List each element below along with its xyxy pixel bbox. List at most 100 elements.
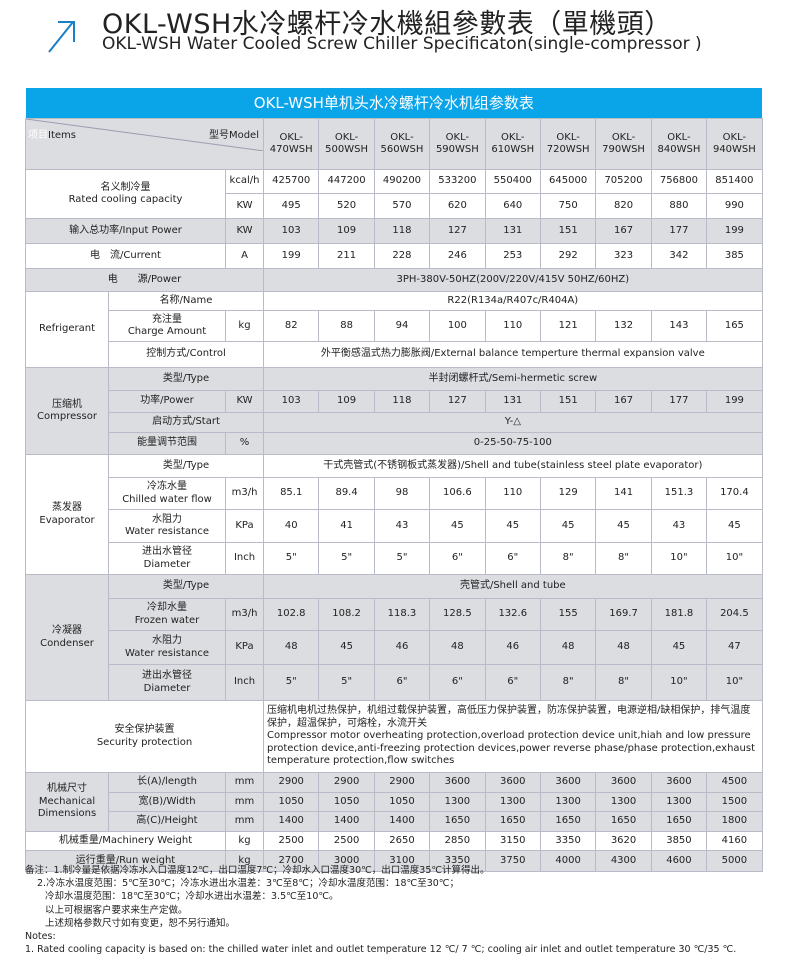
evap-resistance-cell: 40 — [262, 509, 320, 543]
unit: A — [225, 243, 264, 269]
charge-amount-cell: 94 — [373, 310, 431, 342]
cond-flow-cell: 102.8 — [262, 598, 320, 631]
current-cell: 228 — [373, 243, 431, 269]
charge-amount-cell: 165 — [706, 310, 763, 342]
diagonal-line — [26, 119, 263, 151]
unit: kg — [225, 850, 264, 872]
unit: % — [225, 432, 264, 455]
cond-resistance-cell: 48 — [429, 630, 486, 665]
unit: mm — [225, 811, 264, 832]
row-label: 运行重量/Run weight — [25, 850, 226, 872]
charge-amount-cell: 132 — [595, 310, 652, 342]
unit: KPa — [225, 509, 264, 543]
width-cell: 1300 — [650, 792, 708, 812]
evap-diameter-cell: 6" — [484, 542, 541, 575]
row-label: 能量调节范围 — [108, 432, 226, 455]
evap-diameter-cell: 10" — [706, 542, 763, 575]
unit: Inch — [225, 664, 264, 701]
charge-amount-cell: 121 — [539, 310, 597, 342]
input-power-cell: 109 — [318, 218, 375, 244]
cooling-kcal-cell: 447200 — [318, 169, 375, 194]
width-cell: 1050 — [318, 792, 375, 812]
evap-resistance-cell: 45 — [539, 509, 597, 543]
input-power-cell: 118 — [373, 218, 431, 244]
run-weight-cell: 3750 — [484, 850, 541, 872]
run-weight-cell: 5000 — [706, 850, 763, 872]
table-title: OKL-WSH单机头水冷螺杆冷水机组参数表 — [25, 88, 763, 119]
condenser-type: 壳管式/Shell and tube — [263, 574, 763, 599]
cond-diameter-cell: 5" — [318, 664, 375, 701]
evap-flow-cell: 85.1 — [262, 477, 320, 510]
group-label: 机械尺寸 Mechanical Dimensions — [25, 772, 109, 832]
row-label: 水阻力 Water resistance — [108, 630, 226, 665]
cooling-kcal-cell: 756800 — [650, 169, 708, 194]
cond-resistance-cell: 48 — [595, 630, 652, 665]
cooling-kw-cell: 990 — [706, 193, 763, 219]
evaporator-type: 干式壳管式(不锈钢板式蒸发器)/Shell and tube(stainless… — [263, 454, 763, 478]
compressor-power-cell: 177 — [650, 390, 708, 413]
cond-resistance-cell: 45 — [318, 630, 375, 665]
cond-flow-cell: 108.2 — [318, 598, 375, 631]
row-label: 充注量 Charge Amount — [108, 310, 226, 342]
cond-diameter-cell: 6" — [429, 664, 486, 701]
cooling-kcal-cell: 705200 — [595, 169, 652, 194]
row-label: 类型/Type — [108, 574, 264, 599]
charge-amount-cell: 82 — [262, 310, 320, 342]
input-power-cell: 167 — [595, 218, 652, 244]
note-line: 冷却水温度范围：18℃至30℃；冷却水进出水温差：3.5℃至10℃。 — [45, 891, 339, 903]
height-cell: 1650 — [595, 811, 652, 832]
length-cell: 3600 — [429, 772, 486, 793]
run-weight-cell: 4300 — [595, 850, 652, 872]
cond-diameter-cell: 5" — [262, 664, 320, 701]
machinery-weight-cell: 3850 — [650, 831, 708, 851]
machinery-weight-cell: 2650 — [373, 831, 431, 851]
unit: kg — [225, 831, 264, 851]
current-cell: 211 — [318, 243, 375, 269]
group-label: 蒸发器 Evaporator — [25, 454, 109, 575]
length-cell: 3600 — [650, 772, 708, 793]
model-header-cell: OKL- 790WSH — [595, 118, 652, 170]
evap-resistance-cell: 43 — [373, 509, 431, 543]
evap-flow-cell: 151.3 — [650, 477, 708, 510]
length-cell: 2900 — [262, 772, 320, 793]
cond-flow-cell: 155 — [539, 598, 597, 631]
compressor-power-cell: 151 — [539, 390, 597, 413]
model-header-cell: OKL- 610WSH — [484, 118, 541, 170]
height-cell: 1650 — [650, 811, 708, 832]
evap-diameter-cell: 8" — [539, 542, 597, 575]
length-cell: 4500 — [706, 772, 763, 793]
run-weight-cell: 4600 — [650, 850, 708, 872]
cond-resistance-cell: 46 — [373, 630, 431, 665]
evap-flow-cell: 141 — [595, 477, 652, 510]
current-cell: 323 — [595, 243, 652, 269]
run-weight-cell: 3350 — [429, 850, 486, 872]
row-label: 安全保护装置 Security protection — [25, 700, 264, 773]
row-label: 冷冻水量 Chilled water flow — [108, 477, 226, 510]
unit: kg — [225, 310, 264, 342]
unit: mm — [225, 772, 264, 793]
model-header-cell: OKL- 590WSH — [429, 118, 486, 170]
cooling-kcal-cell: 645000 — [539, 169, 597, 194]
header-corner-cell: 项目Items 型号Model — [25, 118, 264, 170]
cond-diameter-cell: 8" — [539, 664, 597, 701]
cond-flow-cell: 181.8 — [650, 598, 708, 631]
notes-title: Notes: — [25, 931, 56, 943]
cooling-kw-cell: 520 — [318, 193, 375, 219]
height-cell: 1650 — [429, 811, 486, 832]
spec-table: OKL-WSH单机头水冷螺杆冷水机组参数表 项目Items 型号Model OK… — [25, 88, 763, 872]
height-cell: 1650 — [539, 811, 597, 832]
run-weight-cell: 4000 — [539, 850, 597, 872]
evap-diameter-cell: 5" — [373, 542, 431, 575]
cooling-kw-cell: 880 — [650, 193, 708, 219]
length-cell: 2900 — [373, 772, 431, 793]
current-cell: 199 — [262, 243, 320, 269]
row-label: 电 流/Current — [25, 243, 226, 269]
note-line: 备注：1.制冷量是依据冷冻水入口温度12℃，出口温度7℃；冷却水入口温度30℃，… — [25, 865, 490, 876]
cond-resistance-cell: 48 — [262, 630, 320, 665]
unit: KW — [225, 390, 264, 413]
input-power-cell: 103 — [262, 218, 320, 244]
cooling-kw-cell: 640 — [484, 193, 541, 219]
input-power-cell: 199 — [706, 218, 763, 244]
compressor-power-cell: 118 — [373, 390, 431, 413]
row-label: 宽(B)/Width — [108, 792, 226, 812]
